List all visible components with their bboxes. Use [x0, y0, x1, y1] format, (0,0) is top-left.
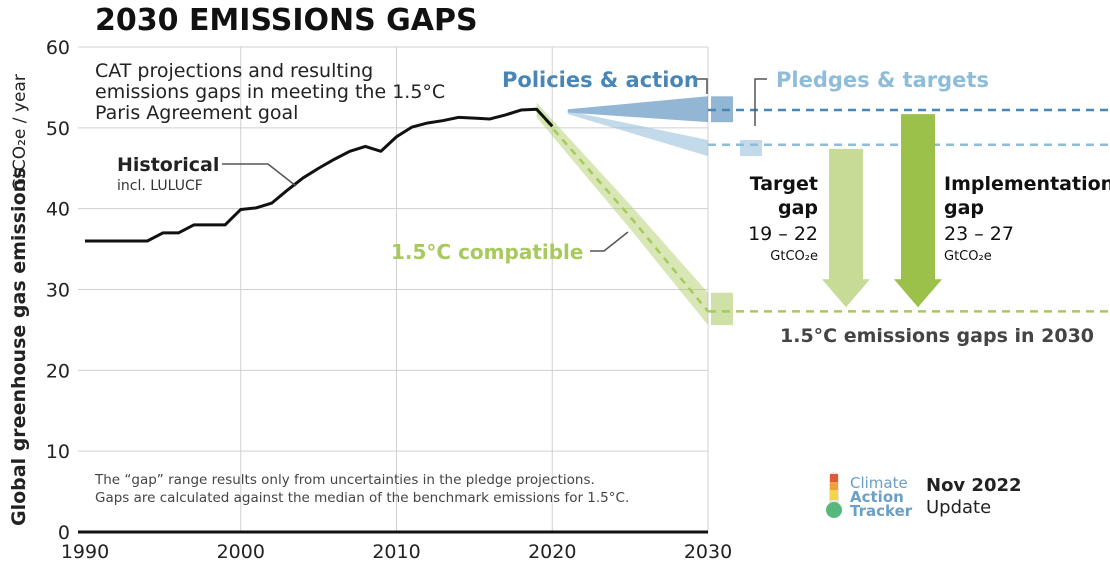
update-month: Nov 2022	[926, 475, 1022, 496]
policies-action-band	[567, 96, 708, 123]
thermometer-icon	[826, 472, 842, 518]
policies-action-label: Policies & action	[502, 68, 699, 92]
target-gap-arrow	[822, 148, 870, 308]
y-tick-label: 10	[46, 441, 70, 463]
historical-emissions-line	[85, 107, 554, 243]
compatible-1-5c-label: 1.5°C compatible	[391, 240, 583, 264]
logo-line-tracker: Tracker	[850, 502, 913, 520]
gaps-2030-label: 1.5°C emissions gaps in 2030	[780, 325, 1094, 347]
y-tick-label: 60	[46, 37, 70, 59]
target-gap-title-line-2: gap	[778, 197, 818, 219]
policies-leader-line	[697, 78, 708, 94]
implementation-gap-arrow	[894, 114, 942, 308]
gridlines	[78, 46, 709, 532]
compatible-1-5c-median-line	[535, 109, 709, 313]
pledges-leader-line	[754, 78, 767, 126]
pledges-targets-label: Pledges & targets	[776, 68, 989, 92]
implementation-gap-range: 23 – 27	[944, 223, 1014, 245]
y-tick-label: 50	[46, 118, 70, 140]
y-tick-label: 20	[46, 360, 70, 382]
compatible-2030-range-bar	[711, 292, 733, 326]
implementation-gap-unit: GtCO₂e	[944, 249, 992, 264]
footnote-line-2: Gaps are calculated against the median o…	[95, 490, 629, 506]
x-axis-tick-labels: 1990 2000 2010 2020 2030	[61, 541, 732, 563]
y-tick-label: 30	[46, 280, 70, 302]
compatible-leader-line	[590, 231, 629, 252]
implementation-gap-title-line-1: Implementation	[944, 173, 1110, 195]
y-tick-label: 0	[58, 522, 70, 544]
chart-subtitle-line-3: Paris Agreement goal	[95, 102, 298, 124]
chart-subtitle-line-1: CAT projections and resulting	[95, 60, 373, 82]
implementation-gap-title-line-2: gap	[944, 197, 984, 219]
target-gap-range: 19 – 22	[748, 223, 818, 245]
update-word: Update	[926, 497, 991, 518]
pledges-2030-range-bar	[740, 139, 762, 157]
y-axis-label-main: Global greenhouse gas emissions	[8, 168, 30, 526]
pledges-targets-band	[567, 110, 708, 157]
y-tick-label: 40	[46, 199, 70, 221]
climate-action-tracker-logo: Climate Action Tracker	[826, 472, 913, 520]
historical-label: Historical	[117, 154, 219, 176]
historical-leader-line	[222, 163, 297, 187]
compatible-1-5c-band	[536, 102, 708, 326]
footnote-line-1: The “gap” range results only from uncert…	[94, 472, 595, 488]
x-tick-label: 1990	[61, 541, 109, 563]
target-gap-unit: GtCO₂e	[770, 249, 818, 264]
x-tick-label: 2030	[684, 541, 732, 563]
target-gap-title-line-1: Target	[750, 173, 818, 195]
chart-title: 2030 EMISSIONS GAPS	[95, 3, 478, 38]
logo-line-climate: Climate	[850, 474, 908, 492]
x-tick-label: 2000	[217, 541, 265, 563]
historical-sublabel: incl. LULUCF	[117, 178, 203, 194]
x-tick-label: 2020	[528, 541, 576, 563]
y-axis-label-unit: GtCO₂e / year	[10, 74, 30, 191]
y-axis-tick-labels: 0 10 20 30 40 50 60	[46, 37, 70, 544]
y-axis-label: Global greenhouse gas emissions GtCO₂e /…	[8, 74, 30, 526]
x-tick-label: 2010	[372, 541, 420, 563]
logo-line-action: Action	[850, 488, 904, 506]
chart-subtitle-line-2: emissions gaps in meeting the 1.5°C	[95, 81, 445, 103]
